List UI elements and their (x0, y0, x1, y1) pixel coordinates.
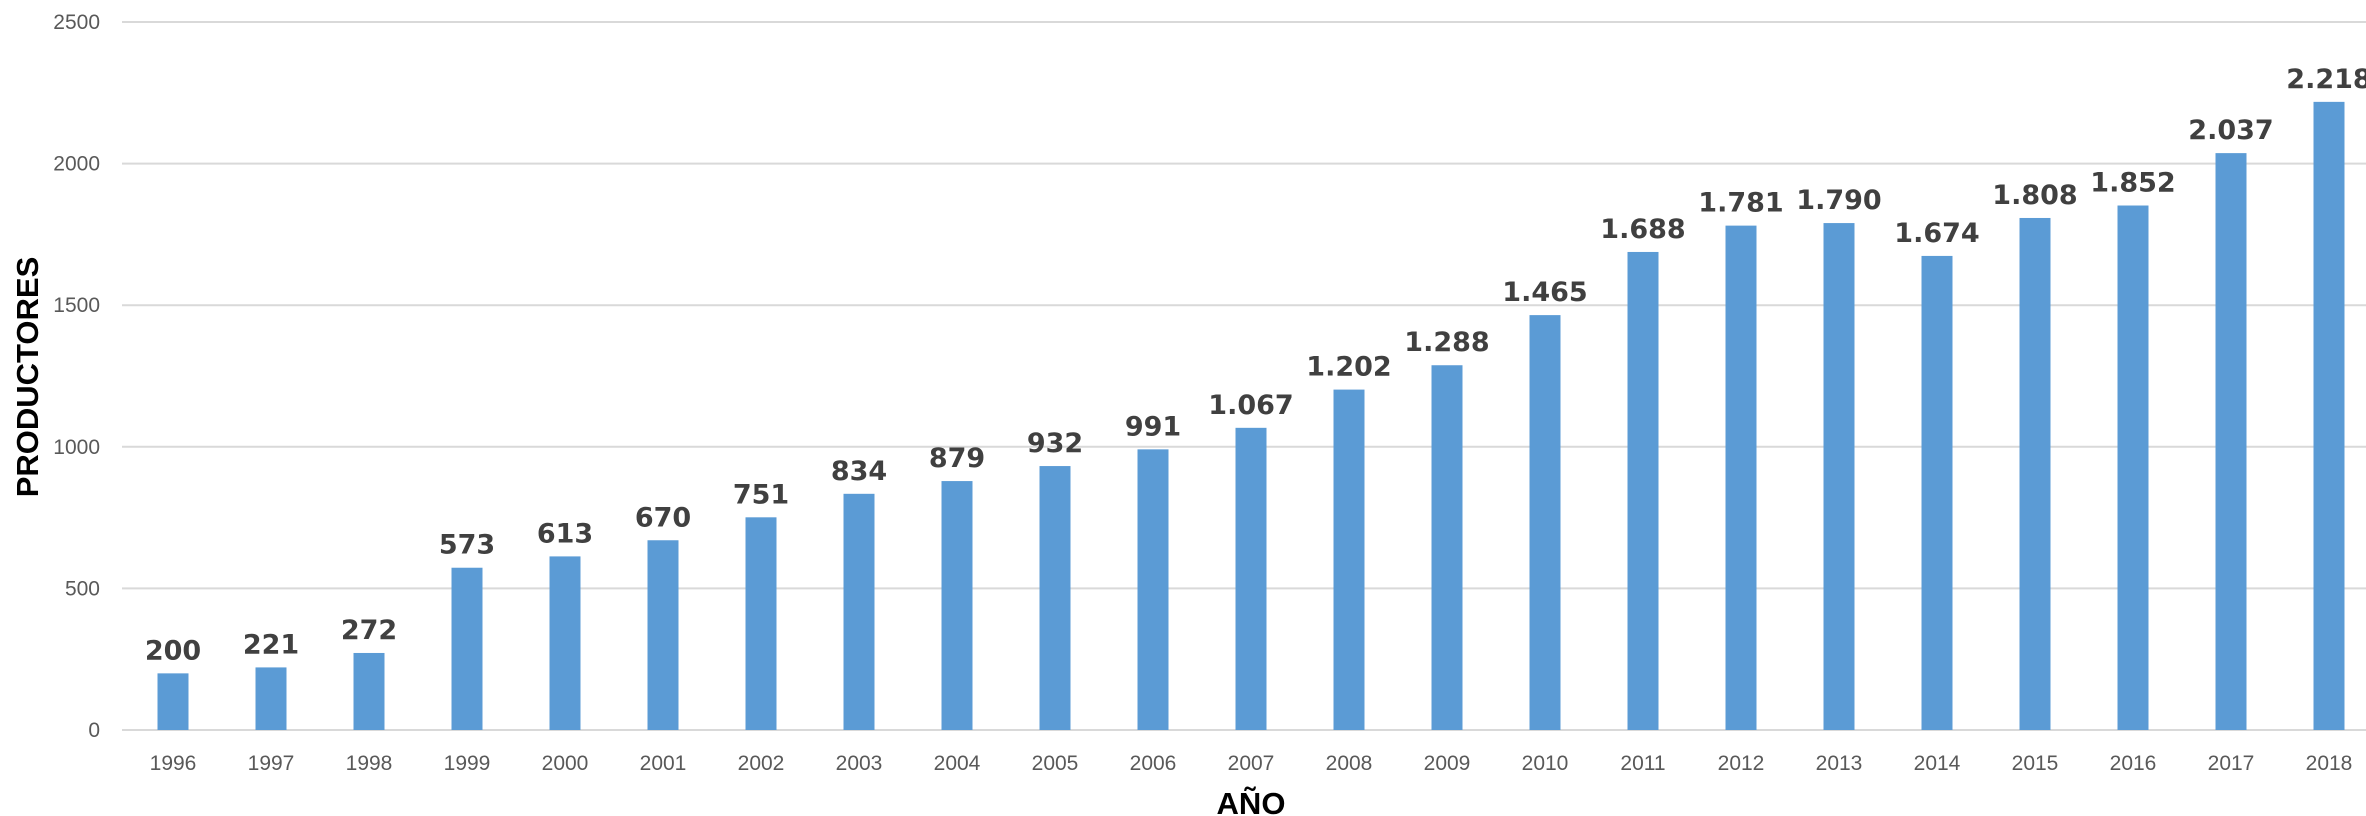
x-tick-label: 2010 (1522, 752, 1569, 775)
x-tick-label: 1999 (444, 752, 491, 775)
data-label: 932 (1027, 428, 1083, 459)
bar (2117, 205, 2149, 730)
x-tick-label: 1996 (150, 752, 197, 775)
x-tick-label: 2014 (1914, 752, 1961, 775)
x-tick-label: 2011 (1620, 752, 1665, 775)
data-label: 221 (243, 629, 299, 660)
x-tick-label: 2017 (2208, 752, 2255, 775)
data-label: 1.067 (1208, 390, 1293, 421)
data-label: 272 (341, 615, 397, 646)
x-tick-label: 2002 (738, 752, 785, 775)
bar (1627, 251, 1659, 730)
x-tick-label: 2008 (1326, 752, 1373, 775)
x-tick-label: 2018 (2306, 752, 2353, 775)
x-tick-label: 2009 (1424, 752, 1471, 775)
x-axis-ticks: 1996 1997 1998 1999 2000 2001 2002 2003 2004 2005… (150, 752, 2353, 775)
bar (647, 540, 679, 730)
data-label: 1.202 (1306, 352, 1391, 383)
x-tick-label: 2000 (542, 752, 589, 775)
x-tick-label: 1997 (248, 752, 295, 775)
data-label: 991 (1125, 411, 1181, 442)
bar (157, 673, 189, 730)
bar (549, 556, 581, 730)
data-label: 2.037 (2188, 115, 2273, 146)
x-tick-label: 2001 (640, 752, 687, 775)
y-axis-ticks: 0 500 1000 1500 2000 2500 (53, 11, 100, 742)
y-tick-label: 0 (88, 719, 100, 742)
x-tick-label: 2006 (1130, 752, 1177, 775)
bar (1529, 315, 1561, 730)
data-label: 1.688 (1600, 214, 1685, 245)
y-tick-label: 1000 (53, 436, 100, 459)
bar (941, 481, 973, 730)
data-label: 751 (733, 479, 789, 510)
y-axis-title: PRODUCTORES (10, 257, 45, 498)
bar (2019, 217, 2051, 731)
data-label: 1.465 (1502, 277, 1587, 308)
data-label: 1.288 (1404, 327, 1489, 358)
x-tick-label: 2013 (1816, 752, 1863, 775)
data-label: 200 (145, 635, 201, 666)
data-label: 1.808 (1992, 180, 2077, 211)
bar (1137, 449, 1169, 730)
x-tick-label: 2003 (836, 752, 883, 775)
x-tick-label: 2015 (2012, 752, 2059, 775)
x-tick-label: 2005 (1032, 752, 1079, 775)
bar (1333, 389, 1365, 730)
x-tick-label: 2016 (2110, 752, 2157, 775)
y-tick-label: 500 (65, 577, 100, 600)
bar (745, 517, 777, 730)
data-label: 1.852 (2090, 168, 2175, 199)
y-tick-label: 2000 (53, 153, 100, 176)
data-label: 613 (537, 518, 593, 549)
data-label: 879 (929, 443, 985, 474)
x-tick-label: 2012 (1718, 752, 1765, 775)
x-tick-label: 2004 (934, 752, 981, 775)
y-tick-label: 2500 (53, 11, 100, 34)
x-tick-label: 2007 (1228, 752, 1275, 775)
bar (353, 652, 385, 730)
bar (1921, 255, 1953, 730)
bar (255, 667, 287, 730)
data-labels: 200 221 272 573 613 670 751 834 879 932 991 1.067 1.… (145, 64, 2366, 666)
bar (2313, 101, 2345, 730)
data-label: 1.790 (1796, 185, 1881, 216)
data-label: 1.781 (1698, 188, 1783, 219)
bar (843, 493, 875, 730)
bar (1823, 223, 1855, 730)
data-label: 834 (831, 456, 887, 487)
x-axis-title: AÑO (1217, 786, 1286, 816)
bar (1235, 427, 1267, 730)
data-label: 670 (635, 502, 691, 533)
x-tick-label: 1998 (346, 752, 393, 775)
bars (157, 101, 2345, 731)
bar (1039, 466, 1071, 730)
bar (451, 567, 483, 730)
bar (1431, 365, 1463, 730)
bar (1725, 225, 1757, 731)
bar (2215, 153, 2247, 731)
data-label: 573 (439, 530, 495, 561)
y-tick-label: 1500 (53, 294, 100, 317)
data-label: 2.218 (2286, 64, 2366, 95)
data-label: 1.674 (1894, 218, 1979, 249)
